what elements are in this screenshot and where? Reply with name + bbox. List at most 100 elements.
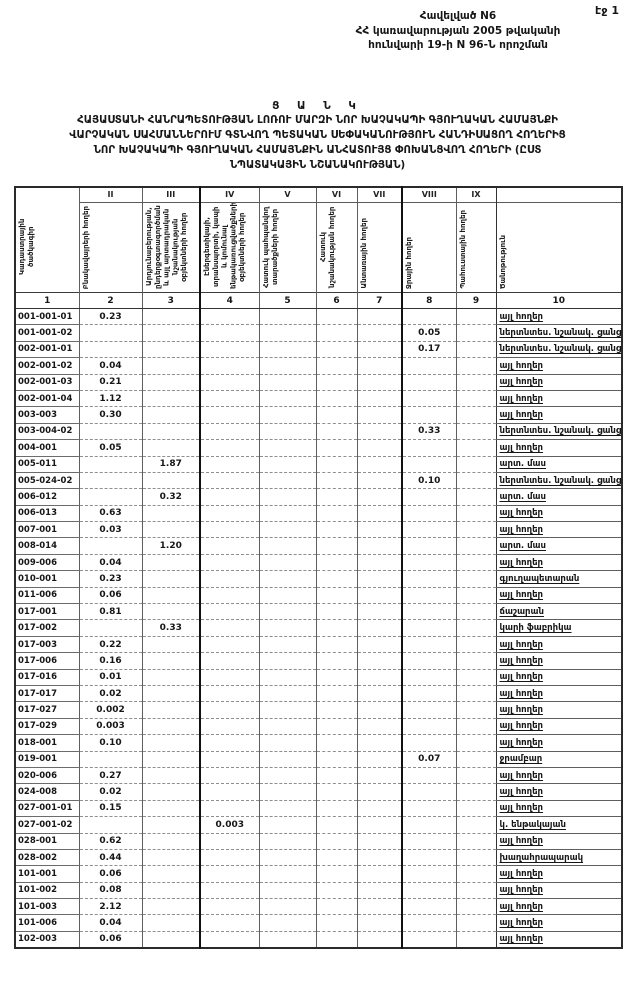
area-value-cell [315,833,357,850]
column-number: 7 [356,292,402,309]
area-value-cell [401,619,456,637]
area-value-cell: 0.23 [78,308,142,326]
area-value-cell [356,816,402,834]
area-value-cell [315,865,357,883]
column-number: 3 [141,292,200,309]
note-text: այլ հողեր [499,442,544,453]
area-value-cell [356,767,402,785]
area-value-cell [356,406,402,424]
area-value-cell [199,456,259,473]
area-value-cell: 0.003 [199,816,259,834]
note-text: այլ հողեր [499,672,544,683]
area-value-cell [258,603,316,621]
area-value-cell [356,865,402,883]
area-value-cell [315,931,357,949]
area-value-cell [258,898,316,916]
note-cell: այլ հողեր [495,357,622,375]
area-value-cell [258,488,316,506]
table-row: 001-001-01 0.23 այլ հողեր [15,308,622,326]
area-value-cell [455,505,496,523]
note-text: ներտնտես. նշանակ. ցանց [499,475,622,486]
column-number: 4 [199,292,259,309]
area-value-cell [356,931,402,949]
area-value-cell [258,652,316,670]
column-number: 5 [258,292,316,309]
area-value-cell [199,570,259,588]
cadastral-code-cell: 017-002 [15,619,79,637]
area-value-cell [315,587,357,605]
area-value-cell [78,341,142,359]
area-value-cell [199,849,259,867]
note-text: կ. ենթակայան [499,819,566,830]
area-value-cell [401,587,456,605]
area-value-cell [258,800,316,818]
area-value-cell [401,718,456,736]
area-value-cell [455,882,496,900]
column-roman-numeral: VIII [403,188,456,203]
area-value-cell [315,816,357,834]
area-value-cell [315,669,357,686]
table-row: 003-004-02 0.33 ներտնտես. նշանակ. ցանցii [15,423,622,441]
cadastral-code-cell: 017-017 [15,685,79,703]
cadastral-code-cell: 020-006 [15,767,79,785]
area-value-cell [141,587,200,605]
area-value-cell [141,505,200,523]
area-value-cell [356,685,402,703]
area-value-cell: 0.81 [78,603,142,621]
table-row: 028-001 0.62 այլ հողեր [15,833,622,850]
area-value-cell [356,783,402,801]
note-text: այլ հողեր [499,524,544,535]
table-row: 002-001-03 0.21 այլ հողեր [15,374,622,391]
area-value-cell [78,324,142,342]
area-value-cell [315,456,357,473]
area-value-cell [356,619,402,637]
area-value-cell [141,833,200,850]
area-value-cell [141,865,200,883]
cadastral-code-cell: 017-027 [15,701,79,719]
note-cell: այլ հողեր [495,439,622,457]
area-value-cell [199,767,259,785]
note-text: այլ հողեր [499,360,544,371]
note-cell: կ. ենթակայան [495,816,622,834]
area-value-cell [315,685,357,703]
column-header-wrap: VII Անտառային հողեր [357,188,401,292]
area-value-cell [401,537,456,555]
note-text: այլ հողեր [499,508,544,519]
area-value-cell [356,357,402,375]
column-number: 8 [401,292,456,309]
note-text: ներտնտես. նշանակ. ցանց [499,426,622,437]
area-value-cell: 0.23 [78,570,142,588]
area-value-cell [258,636,316,654]
table-row: 101-001 0.06 այլ հողեր [15,865,622,883]
note-text: այլ հողեր [499,655,544,666]
area-value-cell [455,603,496,621]
area-value-cell [199,718,259,736]
column-label-area: Արդյունաբերության, ընդերքօգտագործման և ա… [143,203,200,292]
area-value-cell [356,734,402,752]
area-value-cell: 0.04 [78,357,142,375]
area-value-cell [455,357,496,375]
area-value-cell [401,783,456,801]
area-value-cell [401,816,456,834]
column-label: Պահուստային հողեր [458,210,467,289]
area-value-cell: 1.12 [78,390,142,408]
area-value-cell [401,931,456,949]
area-value-cell [356,751,402,768]
note-text: խաղահրապարակ [499,852,584,863]
area-value-cell [356,833,402,850]
area-value-cell: 1.20 [141,537,200,555]
area-value-cell [356,587,402,605]
area-value-cell [315,390,357,408]
area-value-cell [356,898,402,916]
area-value-cell: 0.06 [78,931,142,949]
note-text: կարի ֆաբրիկա [499,623,572,634]
table-row: 005-024-02 0.10 ներտնտես. նշանակ. ցանցii [15,472,622,490]
area-value-cell [199,914,259,932]
area-value-cell [141,816,200,834]
table-row: 017-002 0.33 կարի ֆաբրիկա [15,619,622,637]
area-value-cell [258,341,316,359]
cadastral-code-cell: 003-003 [15,406,79,424]
area-value-cell: 0.30 [78,406,142,424]
area-value-cell [401,406,456,424]
area-value-cell [258,472,316,490]
